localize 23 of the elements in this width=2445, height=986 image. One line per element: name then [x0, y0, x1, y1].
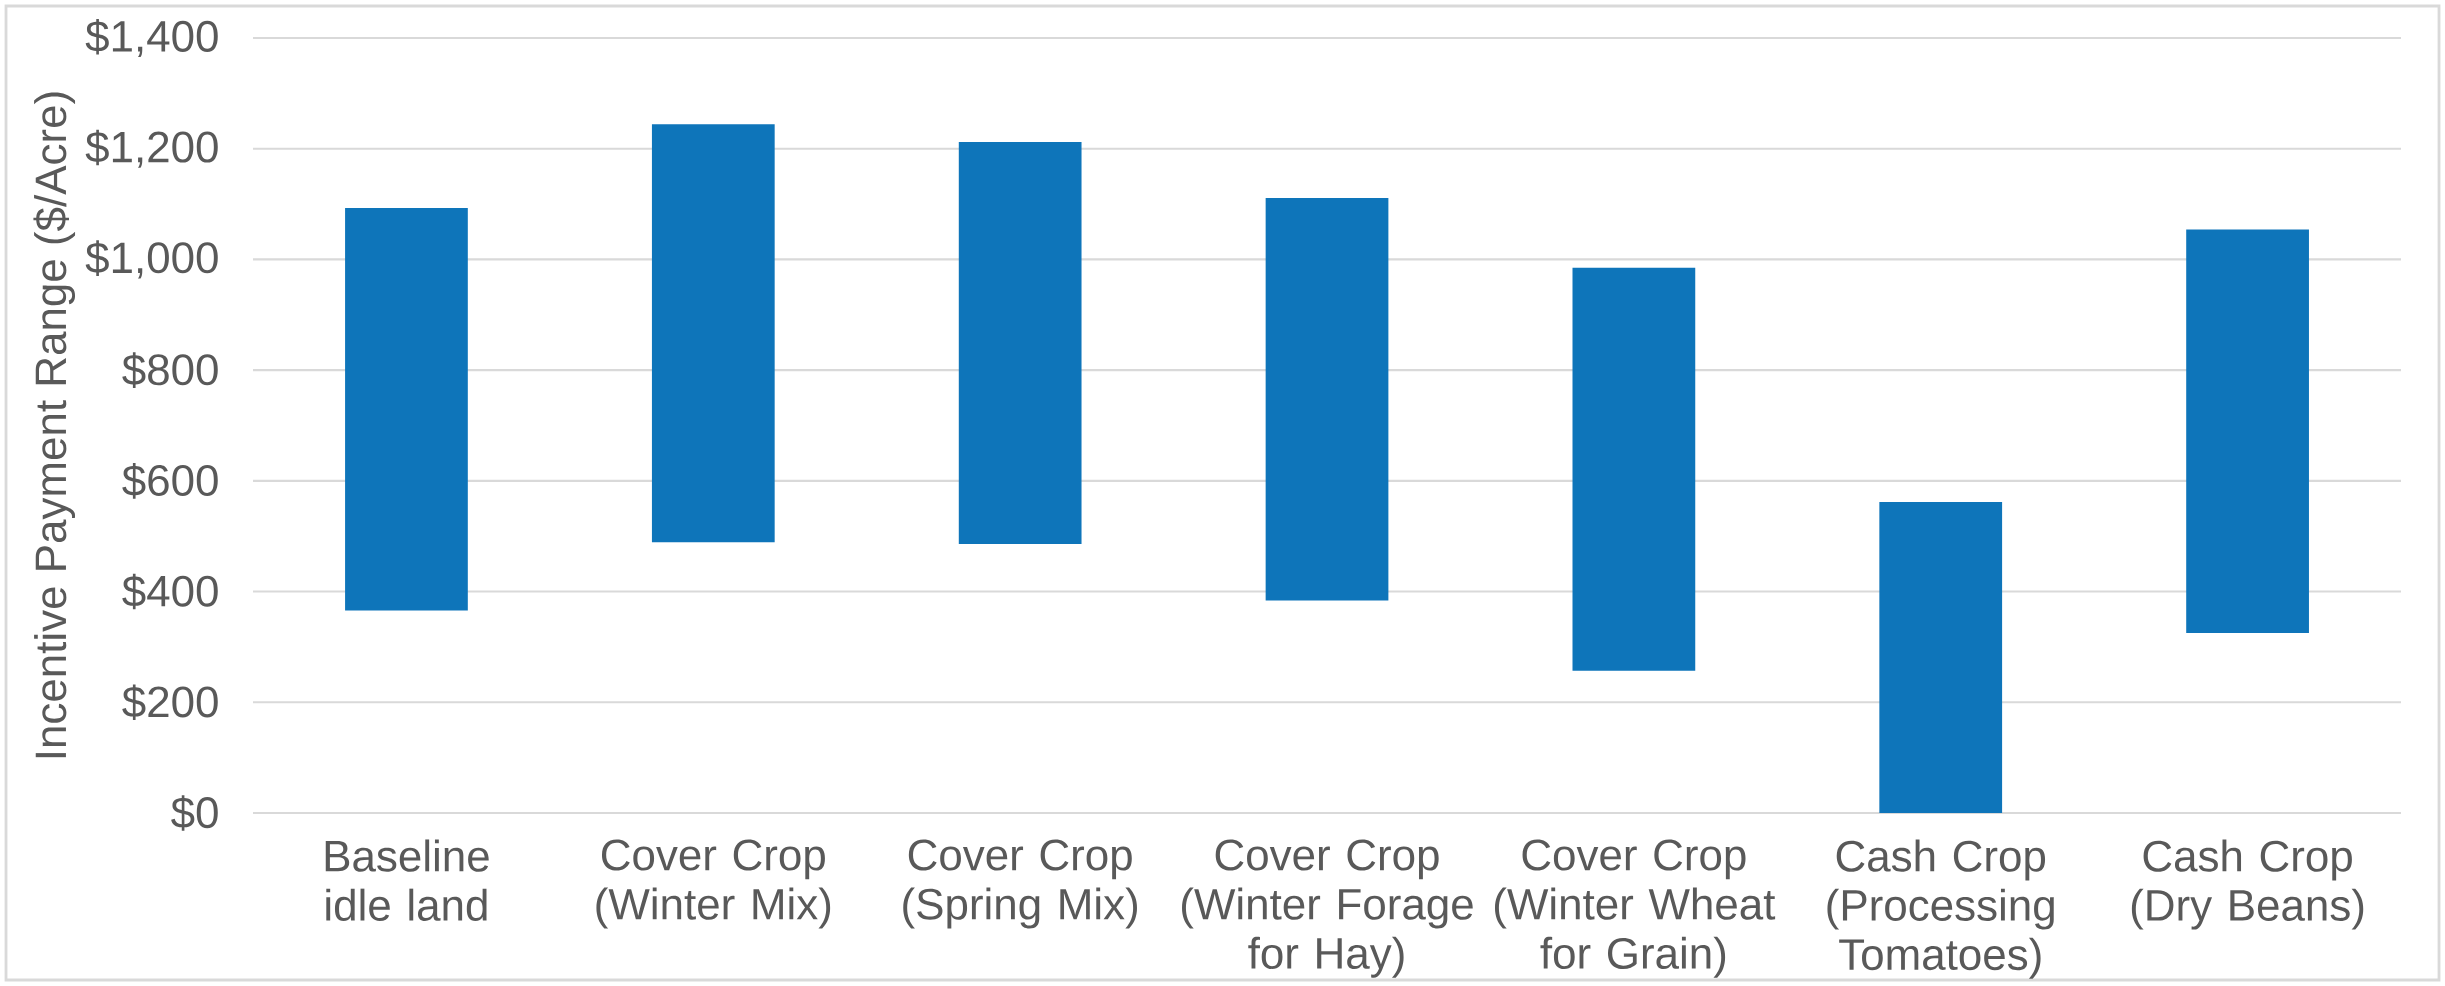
y-tick-label: $0: [171, 795, 218, 831]
bar: [345, 207, 468, 611]
y-tick-label: $1,000: [85, 240, 218, 279]
y-tick-label: $1,200: [85, 129, 218, 168]
x-tick-label: Cash Crop (Dry Beans): [2131, 839, 2364, 930]
x-tick-label: Cover Crop (Winter Wheat for Grain): [1494, 839, 1776, 978]
x-tick-label: Cover Crop (Winter Forage for Hay): [1182, 839, 1473, 978]
bar: [1265, 197, 1389, 601]
x-tick-label: Cash Crop (Processing Tomatoes): [1827, 839, 2054, 979]
y-tick-label: $800: [122, 352, 218, 388]
bar: [651, 124, 775, 543]
x-tick-label: Cover Crop (Spring Mix): [903, 839, 1137, 929]
bar: [1572, 267, 1696, 671]
y-tick-label: $1,400: [85, 18, 218, 58]
y-tick-label: $200: [122, 684, 218, 721]
y-tick-label: $600: [122, 463, 218, 499]
bar: [2186, 229, 2309, 634]
x-tick-label: Cover Crop (Winter Mix): [596, 839, 831, 929]
bar: [1879, 501, 2003, 813]
y-tick-label: $400: [122, 573, 218, 610]
bar: [958, 142, 1082, 544]
y-axis-title: Incentive Payment Range ($/Acre): [33, 92, 76, 758]
x-tick-label: Baseline idle land: [325, 839, 489, 921]
